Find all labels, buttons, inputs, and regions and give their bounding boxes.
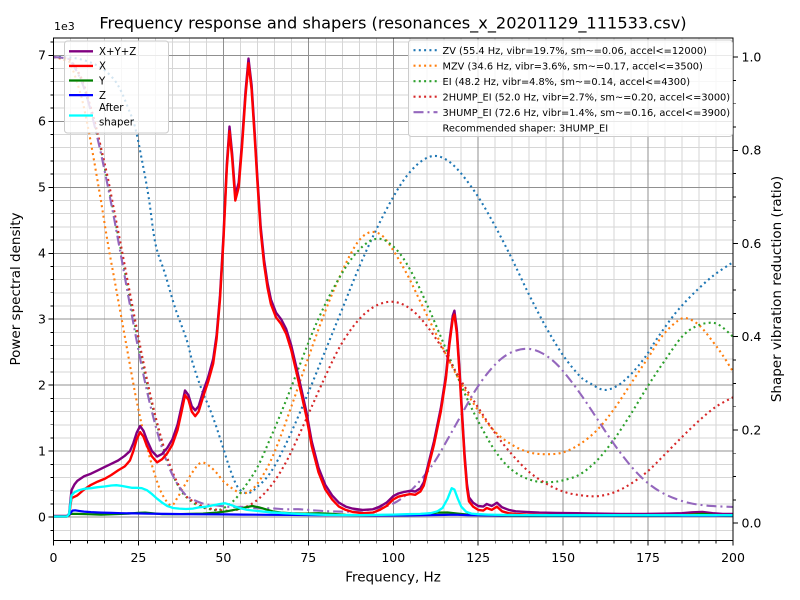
- y-left-tick-label: 4: [38, 246, 46, 261]
- x-tick-label: 0: [50, 550, 58, 565]
- y-left-tick-label: 5: [38, 180, 46, 195]
- x-tick-label: 100: [381, 550, 405, 565]
- y-left-tick-label: 6: [38, 114, 46, 129]
- y-right-axis-label: Shaper vibration reduction (ratio): [769, 176, 785, 402]
- legend-item-ei: EI (48.2 Hz, vibr=4.8%, sm~=0.14, accel<…: [413, 77, 691, 88]
- legend-label: After: [99, 103, 124, 114]
- legend-item-2hump_ei: 2HUMP_EI (52.0 Hz, vibr=2.7%, sm~=0.20, …: [413, 92, 731, 103]
- x-tick-label: 200: [721, 550, 745, 565]
- x-tick-label: 50: [215, 550, 231, 565]
- legend-label: shaper: [99, 117, 135, 128]
- legend-label: EI (48.2 Hz, vibr=4.8%, sm~=0.14, accel<…: [443, 77, 691, 88]
- axis-ticks: 0 25 50 75 100 125 150 175 200 0 1 2 3 4 5 6 7 0.0 0.2 0.4 0…: [38, 41, 762, 565]
- legend-label: Z: [99, 91, 106, 102]
- legend-item-after-shaper: After shaper: [69, 103, 135, 128]
- x-tick-label: 125: [466, 550, 490, 565]
- x-axis-label: Frequency, Hz: [345, 570, 441, 586]
- y-left-tick-label: 0: [38, 510, 46, 525]
- series-x: [53, 62, 733, 518]
- x-tick-label: 25: [130, 550, 146, 565]
- y-right-tick-label: 0.4: [742, 329, 762, 344]
- y-right-tick-label: 1.0: [742, 49, 762, 64]
- legend-label: ZV (55.4 Hz, vibr=19.7%, sm~=0.06, accel…: [443, 46, 707, 57]
- y-left-tick-label: 3: [38, 312, 46, 327]
- series-zv: [53, 55, 733, 495]
- y-right-tick-label: 0.8: [742, 143, 762, 158]
- legend-label: X+Y+Z: [99, 47, 136, 58]
- y-left-axis-label: Power spectral density: [8, 212, 24, 365]
- x-tick-label: 75: [300, 550, 316, 565]
- chart-title: Frequency response and shapers (resonanc…: [99, 14, 686, 34]
- plot-series: [53, 55, 733, 518]
- y-right-tick-label: 0.0: [742, 516, 762, 531]
- legend-main-box: [64, 40, 169, 134]
- y-left-tick-label: 7: [38, 48, 46, 63]
- y-left-tick-label: 2: [38, 378, 46, 393]
- legend-item-x+y+z: X+Y+Z: [69, 47, 136, 58]
- y-right-tick-label: 0.6: [742, 236, 762, 251]
- legend-item-y: Y: [69, 76, 106, 87]
- x-tick-label: 175: [636, 550, 660, 565]
- recommended-shaper-note: Recommended shaper: 3HUMP_EI: [443, 123, 609, 134]
- legend-label: X: [99, 62, 106, 73]
- legend-item-3hump_ei: 3HUMP_EI (72.6 Hz, vibr=1.4%, sm~=0.16, …: [413, 108, 731, 119]
- legend-item-mzv: MZV (34.6 Hz, vibr=3.6%, sm~=0.17, accel…: [413, 61, 703, 72]
- legend-label: MZV (34.6 Hz, vibr=3.6%, sm~=0.17, accel…: [443, 61, 703, 72]
- legend-shapers: ZV (55.4 Hz, vibr=19.7%, sm~=0.06, accel…: [408, 39, 733, 137]
- x-tick-label: 150: [551, 550, 575, 565]
- legend-item-zv: ZV (55.4 Hz, vibr=19.7%, sm~=0.06, accel…: [413, 46, 707, 57]
- series-after-shaper: [53, 484, 733, 518]
- legend-shapers-box: [408, 39, 733, 137]
- y-left-offset-label: 1e3: [54, 20, 75, 33]
- y-right-tick-label: 0.2: [742, 422, 762, 437]
- legend-item-x: X: [69, 62, 106, 73]
- legend-item-z: Z: [69, 91, 106, 102]
- legend-label: 2HUMP_EI (52.0 Hz, vibr=2.7%, sm~=0.20, …: [443, 92, 731, 103]
- legend-label: Y: [98, 76, 106, 87]
- y-left-tick-label: 1: [38, 444, 46, 459]
- legend-label: 3HUMP_EI (72.6 Hz, vibr=1.4%, sm~=0.16, …: [443, 108, 731, 119]
